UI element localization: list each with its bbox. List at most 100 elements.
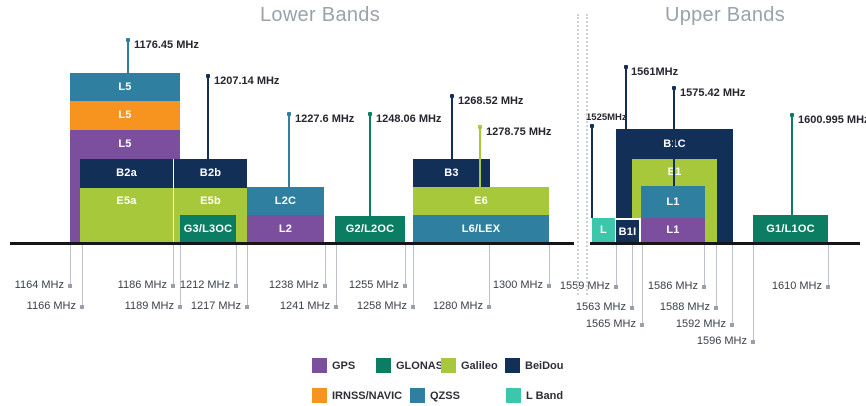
tick-dot-1596-mhz — [751, 340, 755, 344]
tick-label-1280-mhz: 1280 MHz — [432, 300, 483, 312]
band-label: E6 — [474, 195, 488, 207]
band-box-qzss-l6-lex: L6/LEX — [413, 215, 549, 243]
tick-line-1212-mhz — [235, 245, 237, 286]
band-label: L2 — [278, 223, 293, 235]
tick-line-1586-mhz — [703, 245, 705, 287]
band-label: E5b — [200, 195, 221, 207]
tick-label-1300-mhz: 1300 MHz — [492, 279, 543, 291]
marker-label-1176-45-mhz: 1176.45 MHz — [134, 39, 199, 51]
tick-line-1238-mhz — [324, 245, 326, 286]
band-box-glonass-g3-l3oc: G3/L3OC — [180, 215, 236, 243]
marker-label-1561mhz: 1561MHz — [631, 66, 679, 78]
tick-dot-1258-mhz — [411, 305, 415, 309]
band-box-irnss-l5: L5 — [70, 101, 180, 130]
marker-dot-1207-14-mhz — [206, 74, 210, 78]
tick-line-1186-mhz — [172, 245, 174, 286]
tick-dot-1586-mhz — [702, 285, 706, 289]
band-label: L1 — [666, 196, 680, 208]
marker-line-1227-6-mhz — [288, 114, 290, 187]
tick-line-1189-mhz — [179, 245, 181, 307]
band-box-qzss-l2c: L2C — [247, 187, 324, 215]
marker-dot-1248-06-mhz — [368, 112, 372, 116]
tick-dot-1563-mhz — [630, 306, 634, 310]
tick-dot-1164-mhz — [68, 284, 72, 288]
legend-label-galileo: Galileo — [461, 360, 498, 372]
marker-line-1278-75-mhz — [479, 127, 481, 187]
band-label: G1/L1OC — [766, 223, 815, 235]
legend-swatch-glonass — [376, 358, 391, 373]
band-label: B3 — [444, 167, 459, 179]
tick-dot-1610-mhz — [826, 285, 830, 289]
tick-line-1563-mhz — [631, 245, 633, 308]
marker-line-1207-14-mhz — [207, 76, 209, 159]
marker-label-1268-52-mhz: 1268.52 MHz — [458, 95, 524, 107]
marker-line-1176-45-mhz — [127, 40, 129, 73]
tick-line-1258-mhz — [412, 245, 414, 307]
legend-label-qzss: QZSS — [430, 390, 460, 402]
band-box-galileo-e5a: E5a — [80, 188, 173, 243]
tick-line-1596-mhz — [752, 245, 754, 342]
tick-dot-1300-mhz — [547, 284, 551, 288]
band-label: L — [600, 224, 607, 236]
marker-label-1227-6-mhz: 1227.6 MHz — [295, 113, 355, 125]
legend-label-beidou: BeiDou — [525, 360, 564, 372]
tick-line-1592-mhz — [731, 245, 733, 325]
tick-line-1164-mhz — [69, 245, 71, 286]
tick-label-1563-mhz: 1563 MHz — [575, 301, 626, 313]
tick-line-1217-mhz — [246, 245, 248, 307]
band-box-gps-l2: L2 — [247, 215, 324, 243]
tick-dot-1238-mhz — [323, 284, 327, 288]
marker-dot-1278-75-mhz — [478, 125, 482, 129]
marker-dot-1176-45-mhz — [126, 38, 130, 42]
band-box-beidou-b2b: B2b — [173, 159, 247, 188]
tick-line-1559-mhz — [615, 245, 617, 287]
legend-label-gps: GPS — [332, 360, 356, 372]
marker-line-1268-52-mhz — [451, 96, 453, 159]
band-label: L5 — [118, 138, 132, 150]
legend-swatch-l-band — [506, 388, 521, 403]
band-box-glonass-g1-l1oc: G1/L1OC — [753, 215, 828, 243]
marker-line-1248-06-mhz — [369, 114, 371, 216]
marker-label-1207-14-mhz: 1207.14 MHz — [214, 75, 280, 87]
tick-line-1565-mhz — [641, 245, 643, 325]
tick-dot-1255-mhz — [403, 284, 407, 288]
upper-axis — [590, 242, 860, 245]
band-box-qzss-l1: L1 — [641, 186, 705, 218]
tick-label-1189-mhz: 1189 MHz — [124, 300, 174, 312]
tick-label-1255-mhz: 1255 MHz — [348, 279, 399, 291]
band-box-beidou-b1i: B1I — [616, 218, 641, 243]
tick-line-1166-mhz — [81, 245, 83, 307]
legend-swatch-galileo — [441, 358, 456, 373]
tick-line-1588-mhz — [715, 245, 717, 308]
tick-line-1300-mhz — [548, 245, 550, 286]
band-box-lband-l: L — [592, 218, 615, 243]
marker-dot-1600-995-mhz — [790, 113, 794, 117]
legend-label-irnss-navic: IRNSS/NAVIC — [332, 390, 403, 402]
tick-label-1588-mhz: 1588 MHz — [659, 301, 710, 313]
tick-dot-1565-mhz — [640, 323, 644, 327]
tick-label-1610-mhz: 1610 MHz — [771, 280, 822, 292]
band-label: E5a — [116, 195, 137, 207]
bands-separator-line-1 — [577, 14, 579, 295]
marker-dot-1268-52-mhz — [450, 94, 454, 98]
band-label: L6/LEX — [461, 223, 501, 235]
lower-axis — [10, 242, 574, 245]
bands-separator-line-2 — [586, 14, 588, 295]
band-box-beidou-b2a: B2a — [80, 159, 173, 188]
marker-line-1600-995-mhz — [791, 115, 793, 215]
marker-label-1278-75-mhz: 1278.75 MHz — [486, 126, 552, 138]
band-label: B2a — [116, 167, 137, 179]
tick-line-1255-mhz — [404, 245, 406, 286]
tick-dot-1592-mhz — [730, 323, 734, 327]
tick-label-1258-mhz: 1258 MHz — [356, 300, 407, 312]
tick-line-1280-mhz — [488, 245, 490, 307]
marker-label-1575-42-mhz: 1575.42 MHz — [680, 87, 746, 99]
tick-label-1559-mhz: 1559 MHz — [559, 280, 610, 292]
tick-dot-1280-mhz — [487, 305, 491, 309]
marker-label-1248-06-mhz: 1248.06 MHz — [376, 113, 442, 125]
marker-dot-1525mhz — [590, 124, 594, 128]
marker-line-1561mhz — [625, 67, 627, 218]
band-label: G3/L3OC — [183, 223, 233, 235]
legend-label-l-band: L Band — [526, 390, 564, 402]
